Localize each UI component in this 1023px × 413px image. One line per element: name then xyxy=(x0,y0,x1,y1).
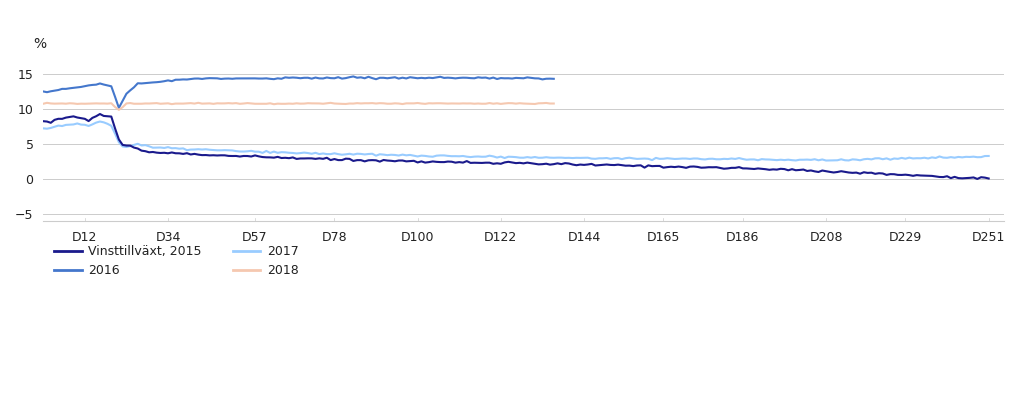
Legend: Vinsttillväxt, 2015, 2016, 2017, 2018: Vinsttillväxt, 2015, 2016, 2017, 2018 xyxy=(49,240,304,282)
Text: %: % xyxy=(34,37,47,51)
